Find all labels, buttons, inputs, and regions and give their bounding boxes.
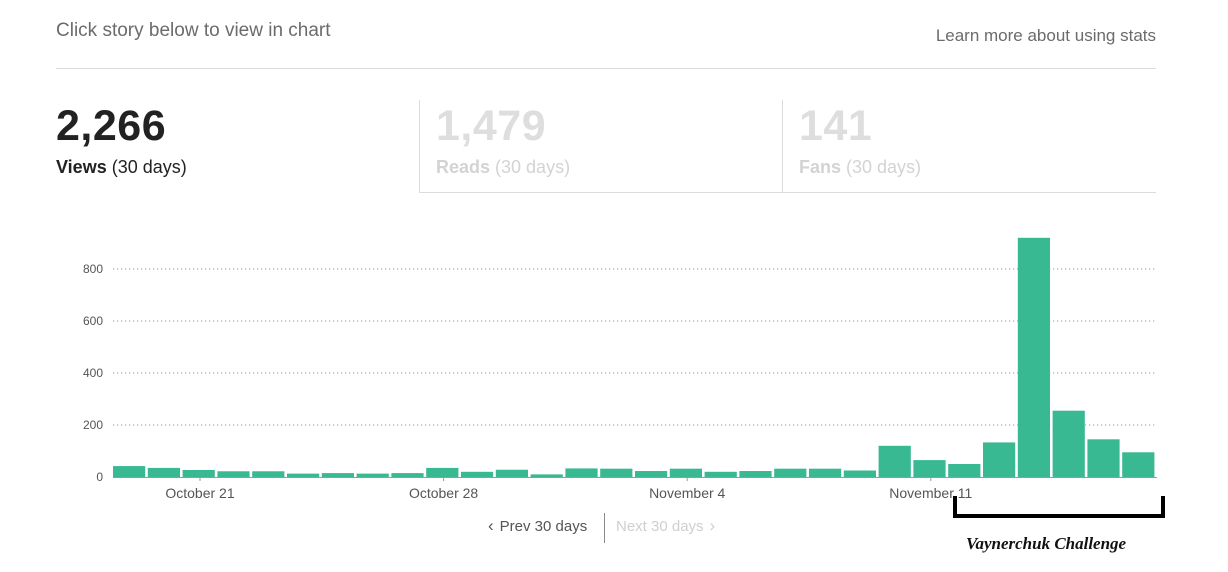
chart-bar[interactable] (461, 471, 494, 477)
chevron-left-icon: ‹ (488, 516, 494, 535)
chart-bar[interactable] (252, 471, 285, 477)
chart-bar[interactable] (426, 467, 459, 477)
chevron-right-icon: › (709, 516, 716, 535)
chart-bar[interactable] (1087, 439, 1120, 477)
x-tick-label: November 4 (649, 485, 725, 501)
annotation-label: Vaynerchuk Challenge (966, 534, 1127, 553)
chart-bar[interactable] (147, 467, 180, 477)
chart-bar[interactable] (878, 445, 911, 477)
x-tick-label: October 21 (165, 485, 234, 501)
y-tick-label: 200 (83, 418, 103, 432)
y-tick-label: 400 (83, 366, 103, 380)
chart-bar[interactable] (635, 471, 668, 477)
stat-tab-reads[interactable]: 1,479 Reads (30 days) (419, 100, 782, 193)
chart-bar[interactable] (948, 464, 981, 477)
chart-bar[interactable] (774, 468, 807, 477)
y-tick-label: 600 (83, 314, 103, 328)
stat-tab-fans[interactable]: 141 Fans (30 days) (782, 100, 1156, 193)
y-tick-label: 800 (83, 262, 103, 276)
chart-bar[interactable] (391, 473, 424, 477)
reads-label: Reads (30 days) (436, 157, 571, 177)
annotation-bracket (953, 496, 1165, 518)
chart-bar[interactable] (983, 442, 1016, 477)
views-count: 2,266 (56, 102, 167, 150)
chart-bar[interactable] (217, 471, 250, 477)
reads-count: 1,479 (436, 102, 547, 150)
chart-bar[interactable] (113, 466, 146, 477)
chart-bar[interactable] (1017, 237, 1050, 477)
pager-divider (604, 513, 605, 543)
chart-bar[interactable] (530, 474, 563, 477)
stat-tab-views[interactable]: 2,266 Views (30 days) (56, 100, 418, 193)
chart-bar[interactable] (843, 470, 876, 478)
x-tick-label: October 28 (409, 485, 478, 501)
chart-bar[interactable] (704, 471, 737, 477)
chart-bar[interactable] (600, 468, 633, 477)
chart-bar[interactable] (182, 469, 215, 477)
prev-30-days-button[interactable]: ‹ Prev 30 days (488, 516, 588, 535)
chart-bar[interactable] (1122, 452, 1155, 477)
x-tick-label: November 11 (889, 485, 972, 501)
y-tick-label: 0 (96, 470, 103, 484)
chart-bar[interactable] (356, 473, 389, 477)
chart-bar[interactable] (1052, 410, 1085, 477)
stats-tabs: 2,266 Views (30 days) 1,479 Reads (30 da… (56, 100, 1156, 194)
fans-label: Fans (30 days) (799, 157, 922, 177)
chart-bar[interactable] (739, 471, 772, 477)
next-30-days-button[interactable]: Next 30 days › (616, 516, 716, 535)
chart-hint: Click story below to view in chart (56, 20, 331, 41)
chart-bar[interactable] (495, 469, 528, 477)
chart-bar[interactable] (287, 473, 320, 477)
chart-bar[interactable] (809, 468, 842, 477)
header-divider (56, 68, 1156, 69)
fans-count: 141 (799, 102, 873, 150)
views-label: Views (30 days) (56, 157, 187, 177)
chart-bar[interactable] (565, 468, 598, 477)
chart-bar[interactable] (913, 460, 946, 477)
chart-bar[interactable] (321, 473, 354, 477)
chart-bar[interactable] (669, 468, 702, 477)
learn-more-link[interactable]: Learn more about using stats (935, 26, 1156, 45)
